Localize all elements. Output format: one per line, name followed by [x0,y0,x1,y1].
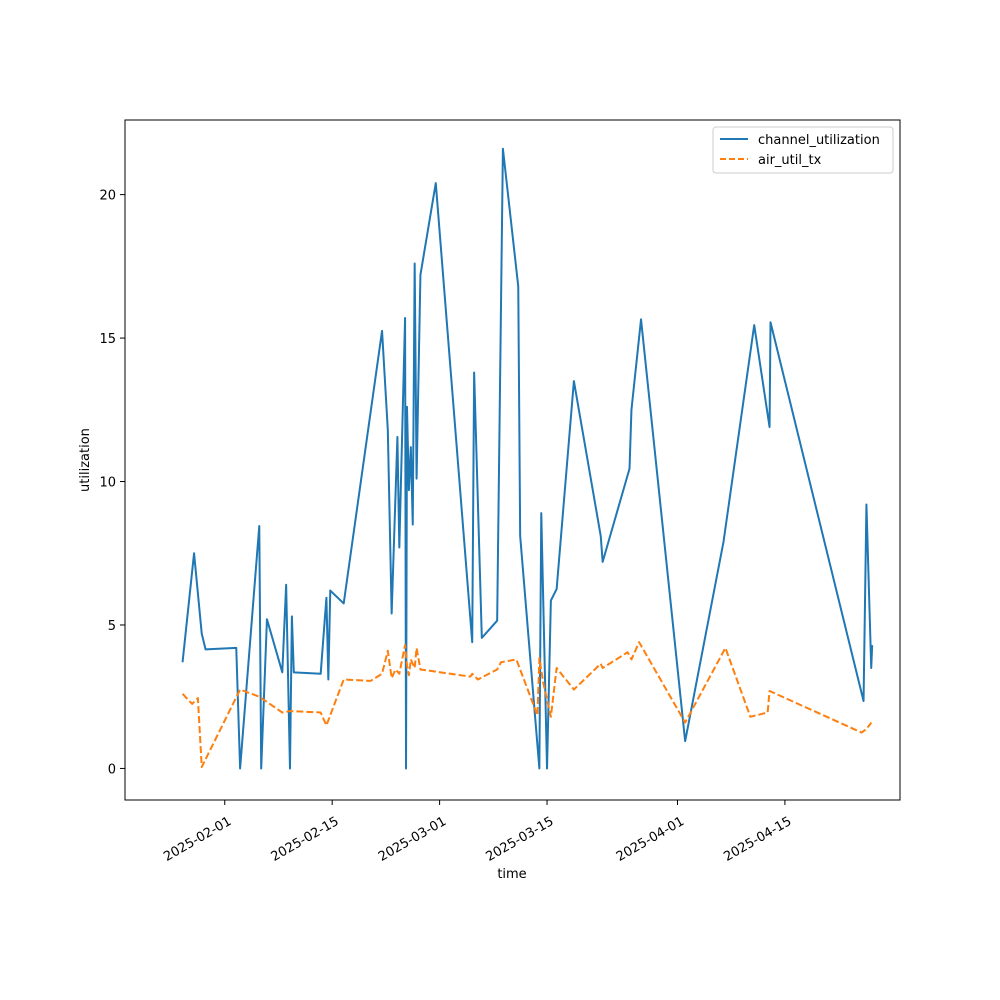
legend-label-channel-utilization: channel_utilization [758,133,880,148]
y-tick-label: 0 [108,762,116,777]
y-tick-label: 5 [108,619,116,634]
legend: channel_utilization air_util_tx [712,126,894,174]
y-axis-ticks: 0 5 10 15 20 [99,189,125,777]
y-tick-label: 20 [99,189,116,204]
plot-frame [124,119,901,801]
series-line-channel-utilization [181,147,874,770]
legend-box [712,126,894,174]
legend-label-air-util-tx: air_util_tx [758,153,822,168]
series-layer [181,147,874,770]
y-axis-label: utilization [78,428,93,492]
y-tick-label: 15 [99,332,116,347]
x-axis-label: time [497,867,526,882]
y-tick-label: 10 [99,476,116,491]
series-line-air-util-tx [181,641,873,768]
